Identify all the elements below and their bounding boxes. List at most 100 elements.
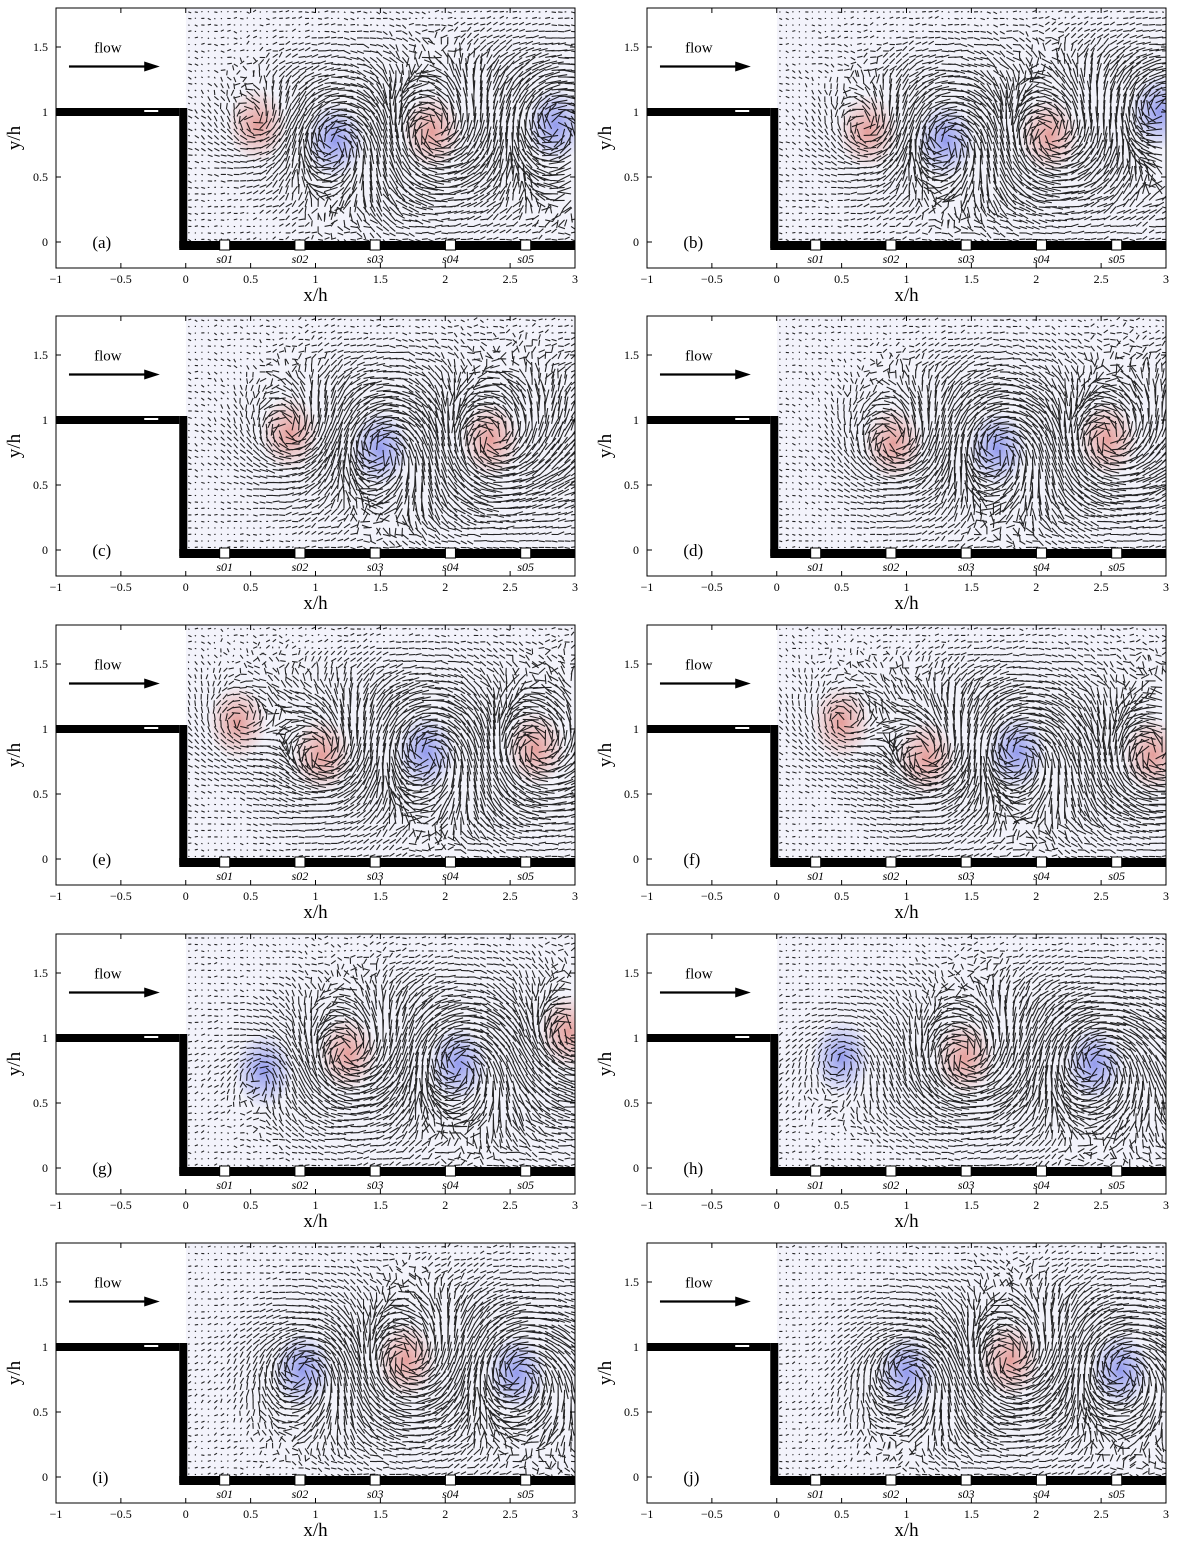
sensor-s03: s03 — [367, 547, 384, 574]
sensor-s03: s03 — [367, 856, 384, 883]
y-tick-label: 1 — [633, 722, 639, 736]
y-tick-label: 1.5 — [624, 40, 639, 54]
sensor-label: s01 — [807, 560, 824, 574]
x-tick-label: −0.5 — [701, 1198, 723, 1212]
splitter-plate — [56, 1343, 180, 1351]
sensor-s02: s02 — [883, 1474, 900, 1501]
sensor-label: s03 — [958, 560, 975, 574]
step-wall — [179, 1034, 188, 1174]
y-tick-label: 1.5 — [624, 657, 639, 671]
x-tick-label: 3 — [572, 889, 578, 903]
sensor-label: s05 — [517, 560, 534, 574]
x-tick-label: 2 — [1033, 580, 1039, 594]
splitter-plate — [56, 108, 180, 116]
sensor-s05: s05 — [517, 1165, 534, 1192]
sensor-s04: s04 — [442, 1165, 459, 1192]
x-tick-label: 2 — [1033, 1507, 1039, 1521]
sensor-label: s05 — [517, 1487, 534, 1501]
x-tick-label: 3 — [1163, 889, 1169, 903]
x-tick-label: 2 — [442, 272, 448, 286]
x-tick-label: 2 — [442, 1507, 448, 1521]
y-tick-label: 1 — [42, 722, 48, 736]
y-tick-label: 1 — [633, 413, 639, 427]
sensor-label: s01 — [807, 252, 824, 266]
sensor-s02: s02 — [292, 239, 308, 266]
y-tick-label: 1.5 — [624, 348, 639, 362]
sensor-s03: s03 — [958, 1474, 975, 1501]
panel-label: (c) — [92, 541, 111, 560]
x-tick-label: 0 — [774, 272, 780, 286]
splitter-plate — [647, 725, 771, 733]
y-tick-label: 1.5 — [624, 1275, 639, 1289]
chart-panel-e: s01 s02 s03 s04 s05 flow (e) −1 −0.5 0 0.5 1 1.5 2 2.5… — [0, 617, 591, 925]
sensor-s05: s05 — [1108, 1165, 1125, 1192]
flow-indicator: flow — [659, 658, 751, 689]
y-axis-title: y/h — [595, 433, 616, 458]
splitter-plate — [647, 1034, 771, 1042]
x-axis-title: x/h — [894, 1211, 919, 1232]
y-tick-label: 1.5 — [33, 40, 48, 54]
y-tick-label: 1 — [633, 1031, 639, 1045]
x-tick-label: 2.5 — [503, 1507, 518, 1521]
y-tick-label: 1 — [42, 105, 48, 119]
y-tick-label: 1 — [633, 105, 639, 119]
chart-panel-i: s01 s02 s03 s04 s05 flow (i) −1 −0.5 0 0.5 1 1.5 2 2.5… — [0, 1235, 591, 1543]
x-tick-label: −1 — [641, 580, 654, 594]
x-tick-label: 1 — [313, 580, 319, 594]
step-wall — [179, 1343, 188, 1483]
x-tick-label: 0.5 — [834, 1198, 849, 1212]
x-tick-label: 0.5 — [243, 580, 258, 594]
sensor-label: s05 — [1108, 252, 1125, 266]
vortex-core — [395, 714, 456, 791]
panel-label: (g) — [92, 1159, 112, 1178]
y-tick-label: 0.5 — [624, 170, 639, 184]
x-tick-label: −0.5 — [110, 1198, 132, 1212]
vector-field-chart: s01 s02 s03 s04 s05 flow (i) −1 −0.5 0 0.5 1 1.5 2 2.5… — [4, 1242, 578, 1541]
x-tick-label: 2 — [1033, 1198, 1039, 1212]
x-tick-label: 3 — [1163, 272, 1169, 286]
x-tick-label: 0 — [183, 889, 189, 903]
x-tick-label: 0 — [183, 1198, 189, 1212]
sensor-label: s02 — [292, 869, 309, 883]
x-tick-label: 2 — [442, 580, 448, 594]
x-tick-label: −0.5 — [110, 1507, 132, 1521]
flow-indicator: flow — [68, 967, 160, 998]
vorticity-field — [776, 934, 1166, 1168]
x-tick-label: 2.5 — [1094, 889, 1109, 903]
y-axis-title: y/h — [595, 1360, 616, 1385]
y-tick-label: 0.5 — [33, 1096, 48, 1110]
sensor-label: s05 — [1108, 1178, 1125, 1192]
vector-field-chart: s01 s02 s03 s04 s05 flow (b) −1 −0.5 0 0.5 1 1.5 2 2.5… — [595, 7, 1169, 306]
y-tick-label: 1.5 — [33, 657, 48, 671]
sensor-label: s04 — [442, 560, 459, 574]
sensor-label: s05 — [517, 252, 534, 266]
flow-indicator: flow — [68, 349, 160, 380]
sensor-label: s03 — [958, 1487, 975, 1501]
y-tick-label: 1 — [42, 1340, 48, 1354]
vorticity-field — [776, 1243, 1166, 1477]
panel-label: (a) — [92, 233, 111, 252]
x-tick-label: 1 — [904, 580, 910, 594]
step-wall — [179, 725, 188, 865]
sensor-label: s02 — [292, 1487, 309, 1501]
sensor-s03: s03 — [367, 1165, 384, 1192]
flow-label: flow — [94, 967, 122, 983]
x-tick-label: 0 — [183, 580, 189, 594]
x-axis-title: x/h — [303, 593, 328, 614]
x-tick-label: −0.5 — [701, 272, 723, 286]
sensor-label: s03 — [958, 252, 975, 266]
sensor-s04: s04 — [442, 1474, 459, 1501]
sensor-label: s02 — [883, 560, 900, 574]
sensor-s02: s02 — [883, 856, 899, 883]
sensor-s01: s01 — [216, 547, 233, 574]
y-tick-label: 0 — [633, 543, 639, 557]
sensor-s04: s04 — [442, 547, 459, 574]
x-tick-label: −0.5 — [110, 889, 132, 903]
sensor-label: s02 — [883, 1487, 900, 1501]
sensor-label: s04 — [442, 1487, 459, 1501]
x-tick-label: 2.5 — [503, 580, 518, 594]
sensor-label: s01 — [216, 869, 233, 883]
x-tick-label: 1 — [904, 889, 910, 903]
panel-label: (b) — [683, 233, 703, 252]
x-tick-label: 0.5 — [834, 272, 849, 286]
